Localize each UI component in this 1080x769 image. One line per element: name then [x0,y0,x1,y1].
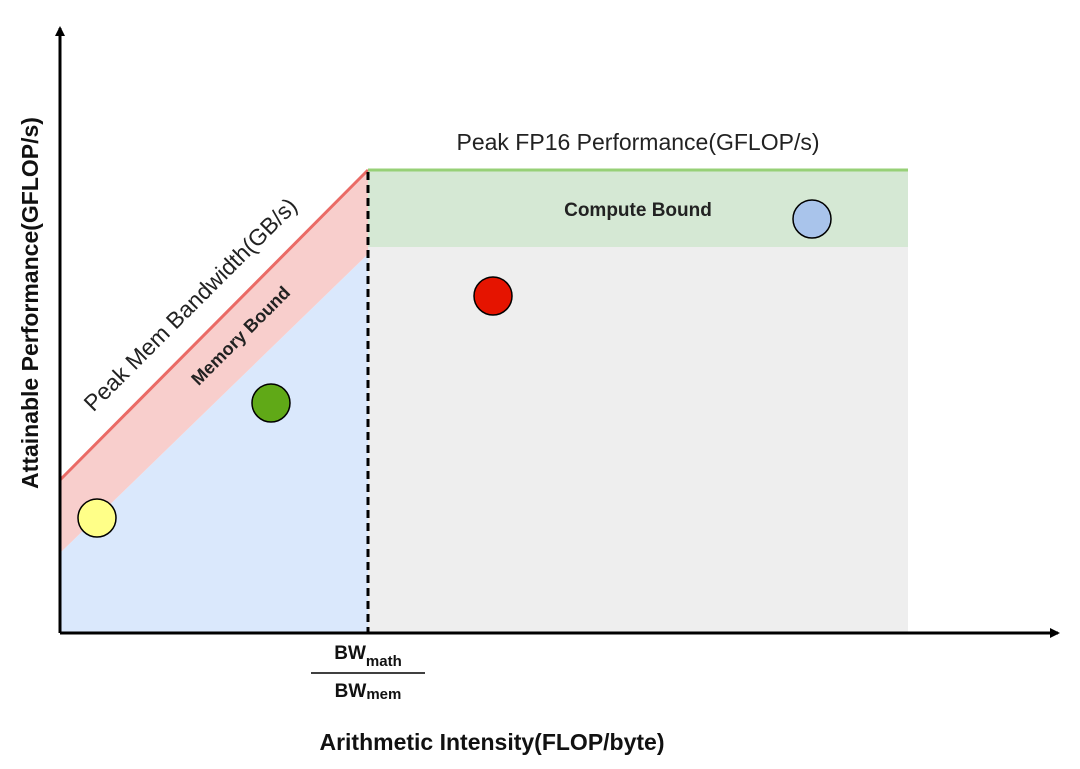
yellow-point [77,498,117,538]
compute-roof-label: Peak FP16 Performance(GFLOP/s) [456,129,819,155]
memory-bound-band [60,170,368,553]
ridge-denominator-sub: mem [366,686,401,703]
ridge-denominator-main: BW [335,681,367,702]
red-point [473,276,513,316]
ridge-numerator: BWmath [334,643,402,670]
blue-point [792,199,832,239]
compute-bound-region [368,247,908,633]
x-axis-label: Arithmetic Intensity(FLOP/byte) [319,729,664,755]
ridge-numerator-sub: math [366,653,402,670]
y-axis-label: Attainable Performance(GFLOP/s) [17,117,43,489]
memory-bound-region [60,254,368,633]
compute-bound-label: Compute Bound [564,200,712,221]
memory-bandwidth-roof [58,168,370,482]
ridge-denominator: BWmem [335,681,402,703]
ridge-numerator-main: BW [334,643,366,664]
green-point [251,383,291,423]
